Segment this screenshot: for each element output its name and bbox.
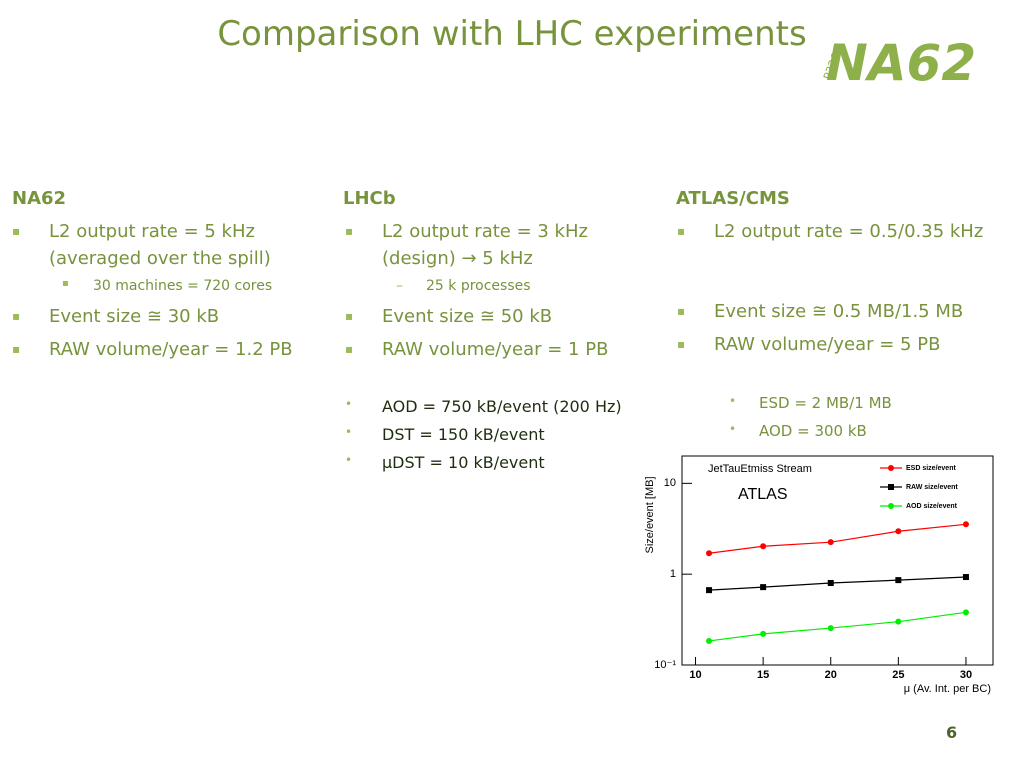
legend-label: AOD size/event: [906, 503, 958, 510]
logo-text: NA62: [826, 34, 977, 92]
sub-item: –25 k processes: [396, 278, 531, 294]
data-point: [962, 521, 969, 528]
bullet-item: ▪ L2 output rate = 0.5/0.35 kHz: [677, 221, 984, 242]
data-point: [895, 528, 902, 535]
chart-annotation: ATLAS: [738, 486, 788, 503]
chart-background: [640, 450, 1010, 700]
plot-frame: [681, 455, 994, 666]
data-point: [760, 630, 767, 637]
data-point: [706, 637, 713, 644]
item-text: RAW volume/year = 1 PB: [382, 339, 609, 360]
legend-label: RAW size/event: [906, 484, 958, 491]
bullet-item: ▪ L2 output rate = 5 kHz (averaged over t…: [12, 221, 271, 269]
bullet-item: ▪ Event size ≅ 30 kB: [12, 306, 220, 327]
bullet-item: ▪ L2 output rate = 3 kHz (design) → 5 kHz: [345, 221, 588, 269]
data-point: [962, 574, 969, 581]
item-text: RAW volume/year = 5 PB: [714, 334, 941, 355]
chart: 10⁻¹ 1 10 10 15 20 25 30 μ (Av. Int. per BC) Size…: [640, 450, 1010, 700]
y-axis-label: Size/event [MB]: [644, 476, 656, 553]
legend-marker: [888, 484, 894, 490]
bullet-item: ▪ Event size ≅ 0.5 MB/1.5 MB: [677, 301, 964, 322]
y-tick-label: 1: [670, 568, 676, 580]
data-point: [827, 579, 834, 586]
item-text: L2 output rate = 0.5/0.35 kHz: [714, 221, 984, 242]
item-text: DST = 150 kB/event: [382, 425, 545, 444]
data-point: [895, 618, 902, 625]
slide-title: Comparison with LHC experiments: [217, 14, 807, 54]
item-text: AOD = 300 kB: [759, 422, 867, 440]
sub-item: ▪ 30 machines = 720 cores: [62, 278, 273, 294]
legend-marker: [888, 503, 894, 509]
item-text: L2 output rate = 5 kHz (averaged over th…: [49, 221, 271, 269]
item-text: ESD = 2 MB/1 MB: [759, 394, 892, 412]
dot-item: • DST = 150 kB/event: [345, 425, 545, 444]
column-heading: NA62: [12, 188, 67, 209]
bullet-item: ▪ RAW volume/year = 1.2 PB: [12, 339, 293, 360]
data-point: [760, 584, 767, 591]
x-tick-label: 25: [892, 669, 904, 681]
bullet-item: ▪ RAW volume/year = 1 PB: [345, 339, 609, 360]
x-tick-label: 10: [689, 669, 701, 681]
item-text: 25 k processes: [426, 278, 531, 294]
item-text: Event size ≅ 30 kB: [49, 306, 220, 327]
item-text: μDST = 10 kB/event: [382, 453, 545, 472]
item-text: RAW volume/year = 1.2 PB: [49, 339, 293, 360]
column-heading: ATLAS/CMS: [676, 188, 790, 209]
y-tick-label: 10⁻¹: [654, 659, 676, 671]
column-heading: LHCb: [343, 188, 396, 209]
page-number: 6: [946, 723, 958, 742]
dot-item: • μDST = 10 kB/event: [345, 453, 545, 472]
dot-item: • AOD = 750 kB/event (200 Hz): [345, 397, 622, 416]
item-text: Event size ≅ 50 kB: [382, 306, 553, 327]
data-point: [895, 577, 902, 584]
legend-label: ESD size/event: [906, 465, 956, 472]
dot-item: • ESD = 2 MB/1 MB: [729, 394, 892, 412]
legend-marker: [888, 465, 894, 471]
dot-item: • AOD = 300 kB: [729, 422, 867, 440]
data-point: [706, 587, 713, 594]
data-point: [706, 550, 713, 557]
data-point: [827, 625, 834, 632]
item-text: L2 output rate = 3 kHz (design) → 5 kHz: [382, 221, 588, 269]
x-tick-label: 15: [757, 669, 769, 681]
chart-title: JetTauEtmiss Stream: [708, 463, 812, 475]
data-point: [760, 543, 767, 550]
bullet-item: ▪ Event size ≅ 50 kB: [345, 306, 553, 327]
x-axis-label: μ (Av. Int. per BC): [904, 683, 991, 695]
item-text: 30 machines = 720 cores: [93, 278, 273, 294]
item-text: Event size ≅ 0.5 MB/1.5 MB: [714, 301, 964, 322]
y-tick-label: 10: [664, 477, 676, 489]
bullet-item: ▪ RAW volume/year = 5 PB: [677, 334, 941, 355]
x-tick-label: 20: [825, 669, 837, 681]
x-tick-label: 30: [960, 669, 972, 681]
data-point: [962, 609, 969, 616]
data-point: [827, 539, 834, 546]
item-text: AOD = 750 kB/event (200 Hz): [382, 397, 622, 416]
